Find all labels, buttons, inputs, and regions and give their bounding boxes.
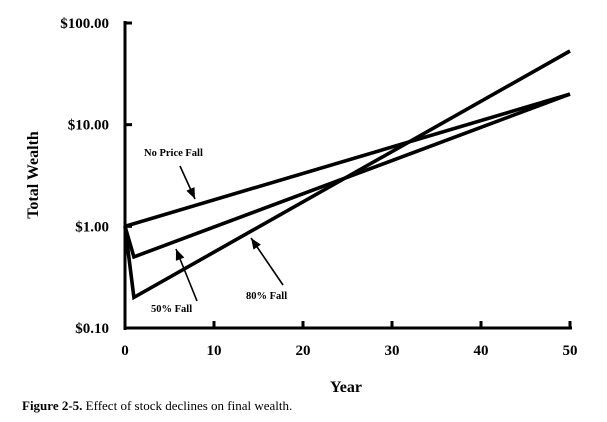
annotation-50-fall: 50% Fall: [151, 304, 192, 315]
y-tick-label-10-00: $10.00: [68, 118, 109, 134]
series-line-80-fall: [123, 49, 571, 301]
figure-caption-text: Effect of stock declines on final wealth…: [85, 398, 293, 413]
y-axis-title: Total Wealth: [25, 131, 42, 219]
annotation-no-price-fall: No Price Fall: [144, 148, 203, 159]
series-layer: [123, 49, 571, 301]
y-tick-label-100-00: $100.00: [60, 16, 109, 32]
y-tick-label-1-00: $1.00: [75, 219, 109, 235]
figure-caption: Figure 2-5. Effect of stock declines on …: [22, 398, 292, 414]
annotation-arrowhead-no-price-fall: [186, 187, 195, 199]
series-line-no-price-fall: [124, 92, 571, 229]
annotation-arrowhead-50-fall: [175, 249, 185, 261]
x-tick-label-0: 0: [121, 343, 129, 359]
annotation-layer: No Price Fall 50% Fall 80% Fall: [144, 148, 287, 315]
x-axis-title: Year: [330, 379, 362, 396]
x-tick-label-40: 40: [474, 343, 489, 359]
x-tick-label-30: 30: [385, 343, 400, 359]
x-tick-label-20: 20: [296, 343, 311, 359]
annotation-arrowhead-80-fall: [251, 238, 261, 250]
x-tick-label-10: 10: [207, 343, 222, 359]
figure-label: Figure 2-5.: [22, 398, 83, 413]
x-tick-label-50: 50: [563, 343, 578, 359]
annotation-80-fall: 80% Fall: [246, 291, 287, 302]
y-tick-label-0-10: $0.10: [75, 321, 109, 337]
